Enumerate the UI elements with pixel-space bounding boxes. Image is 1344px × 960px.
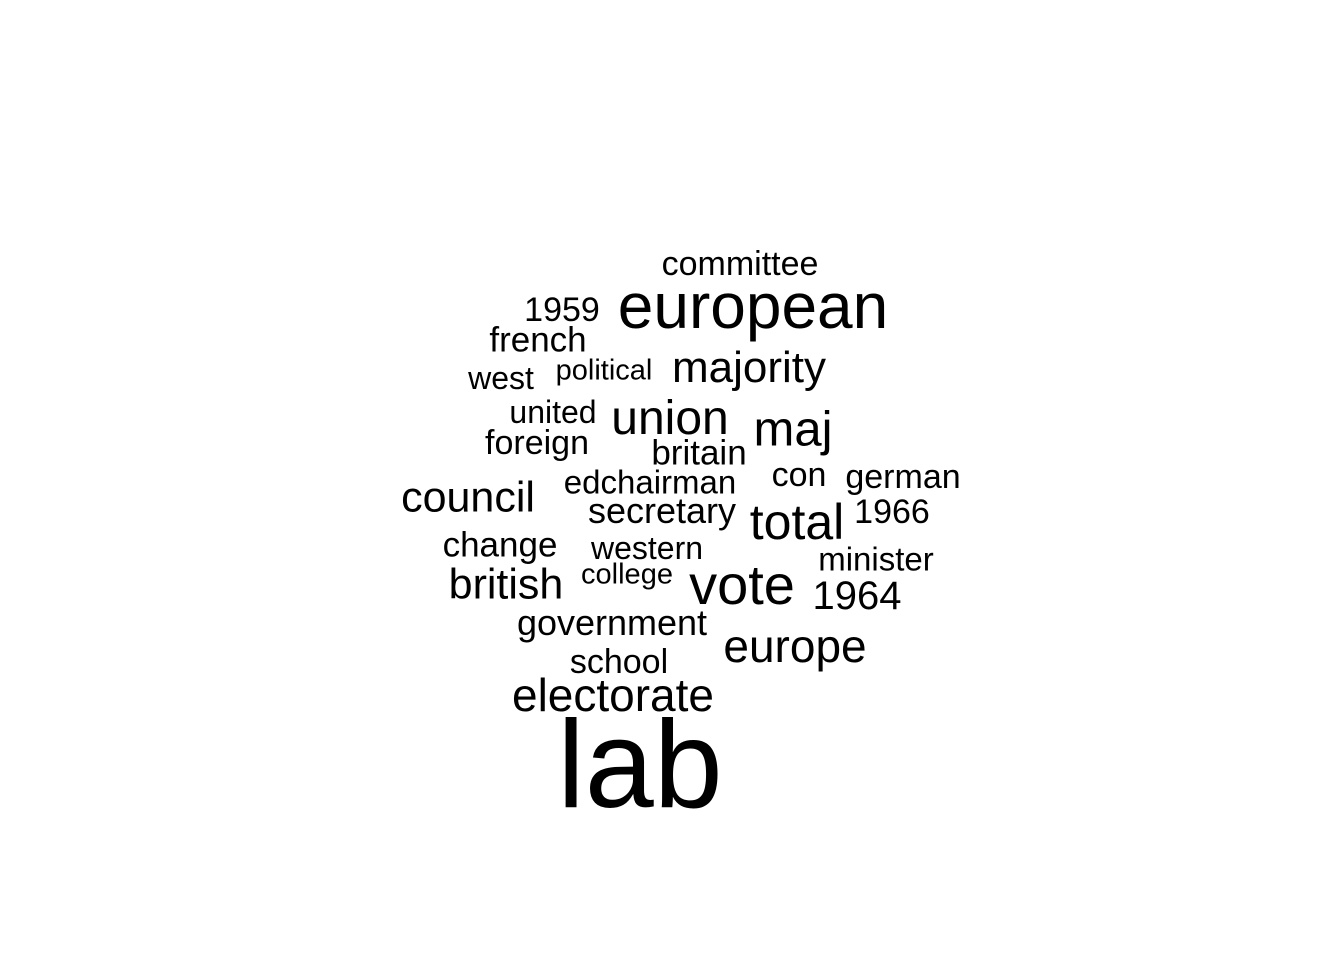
word-german: german [845,458,961,496]
word-maj: maj [753,402,833,457]
word-british: british [448,560,564,609]
word-1966: 1966 [854,493,930,531]
word-con: con [771,456,827,494]
word-school: school [569,643,669,681]
word-electorate: electorate [511,669,715,721]
word-french: french [489,320,587,360]
word-minister: minister [818,540,934,578]
word-edchairman: edchairman [563,463,737,501]
word-united: united [509,394,597,430]
word-government: government [516,602,708,643]
word-foreign: foreign [485,424,589,462]
word-lab: lab [557,696,723,834]
word-secretary: secretary [587,490,737,531]
word-west: west [468,360,534,396]
word-majority: majority [671,343,827,392]
word-britain: britain [651,433,747,473]
word-vote: vote [689,553,795,616]
word-western: western [590,530,704,566]
word-college: college [581,558,673,591]
word-council: council [401,473,535,522]
word-europe: europe [723,620,867,672]
word-political: political [555,354,653,387]
word-committee: committee [661,245,819,283]
word-union: union [611,392,729,445]
word-change: change [442,525,558,565]
word-total: total [749,494,845,550]
word-european: european [617,270,889,342]
word-1959: 1959 [524,291,600,329]
word-1964: 1964 [812,574,902,618]
